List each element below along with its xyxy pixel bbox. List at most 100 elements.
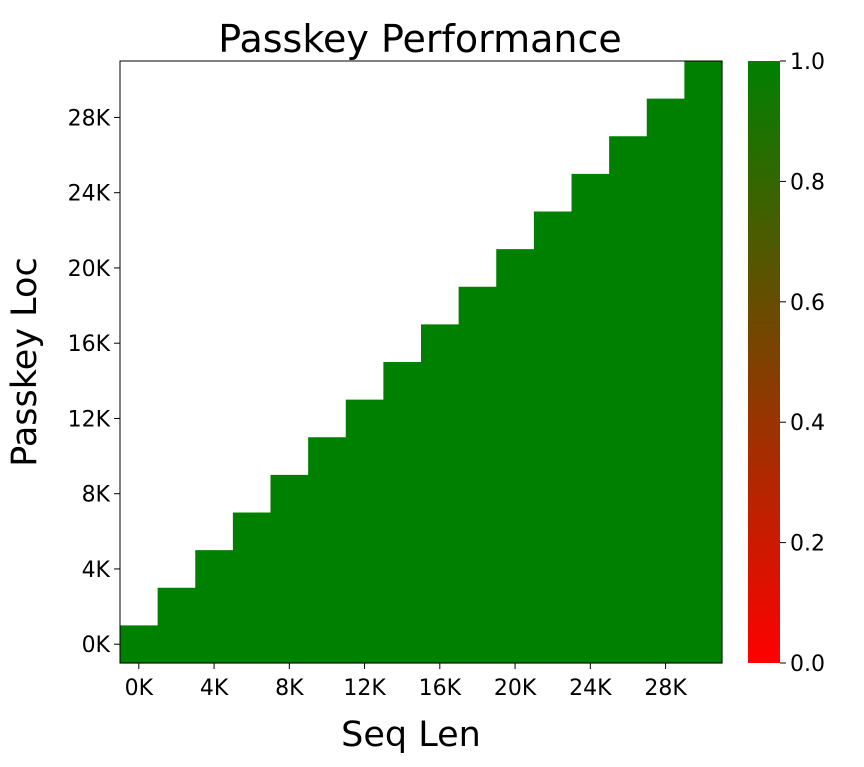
chart-title: Passkey Performance (218, 17, 622, 61)
heatmap-cell (609, 512, 648, 551)
heatmap-cell (646, 512, 685, 551)
heatmap-cell (646, 249, 685, 288)
heatmap-cell (571, 249, 610, 288)
heatmap-cell (496, 399, 535, 438)
heatmap-cell (195, 550, 234, 589)
heatmap-cell (609, 362, 648, 401)
heatmap-cell (684, 437, 723, 476)
y-tick-label: 20K (68, 257, 111, 282)
x-tick-label: 24K (569, 676, 612, 701)
x-axis-ticks: 0K 4K 8K 12K 16K 20K 24K 28K (125, 663, 687, 701)
heatmap-cell (308, 587, 347, 626)
heatmap-cell (232, 550, 272, 589)
heatmap-cell (533, 512, 573, 551)
heatmap-cell (345, 625, 384, 664)
heatmap-cell (571, 362, 610, 401)
heatmap-cell (458, 362, 497, 401)
heatmap-cell (458, 550, 497, 589)
heatmap-cell (533, 625, 573, 664)
y-tick-label: 28K (68, 106, 111, 131)
heatmap-cell (232, 587, 272, 626)
y-tick-label: 0K (82, 633, 111, 658)
heatmap-cell (609, 211, 648, 250)
heatmap-cell (609, 249, 648, 288)
heatmap-cell (646, 211, 685, 250)
heatmap-cell (421, 324, 460, 363)
heatmap-cell (345, 474, 384, 514)
heatmap-cell (609, 474, 648, 514)
heatmap-cell (157, 587, 196, 626)
heatmap-cells (120, 61, 723, 664)
x-tick-label: 0K (125, 676, 154, 701)
heatmap-cell (232, 625, 272, 664)
heatmap-cell (421, 474, 460, 514)
heatmap-cell (496, 550, 535, 589)
heatmap-cell (421, 399, 460, 438)
heatmap-cell (195, 587, 234, 626)
heatmap-cell (609, 173, 648, 213)
heatmap-cell (458, 399, 497, 438)
heatmap-cell (646, 362, 685, 401)
heatmap-cell (571, 211, 610, 250)
colorbar-tick-label: 1.0 (790, 50, 825, 75)
heatmap-cell (383, 512, 422, 551)
heatmap-cell (684, 399, 723, 438)
heatmap-cell (609, 399, 648, 438)
heatmap-cell (345, 550, 384, 589)
y-tick-label: 4K (82, 558, 111, 583)
x-tick-label: 4K (200, 676, 229, 701)
heatmap-cell (684, 211, 723, 250)
heatmap-cell (571, 474, 610, 514)
heatmap-cell (646, 587, 685, 626)
heatmap-cell (684, 173, 723, 213)
heatmap-cell (458, 286, 497, 325)
heatmap-cell (571, 625, 610, 664)
heatmap-cell (383, 587, 422, 626)
heatmap-cell (383, 437, 422, 476)
y-axis-ticks: 0K 4K 8K 12K 16K 20K 24K 28K (68, 106, 120, 658)
heatmap-cell (646, 625, 685, 664)
heatmap-cell (496, 625, 535, 664)
heatmap-cell (571, 399, 610, 438)
heatmap-cell (533, 399, 573, 438)
heatmap-cell (308, 437, 347, 476)
plot-frame (119, 60, 723, 664)
heatmap-cell (571, 324, 610, 363)
colorbar (748, 61, 780, 663)
heatmap-cell (684, 625, 723, 664)
heatmap-cell (646, 286, 685, 325)
heatmap-cell (345, 512, 384, 551)
heatmap-cell (533, 550, 573, 589)
heatmap-cell (684, 550, 723, 589)
heatmap-cell (383, 550, 422, 589)
heatmap-cell (684, 136, 723, 175)
y-tick-label: 8K (82, 483, 111, 508)
heatmap-cell (120, 625, 159, 664)
heatmap-cell (571, 512, 610, 551)
heatmap-cell (421, 550, 460, 589)
colorbar-tick-label: 0.8 (790, 170, 825, 195)
heatmap-cell (533, 324, 573, 363)
heatmap-cell (646, 399, 685, 438)
heatmap-cell (421, 625, 460, 664)
heatmap-cell (646, 173, 685, 213)
heatmap-cell (458, 512, 497, 551)
heatmap-cell (684, 324, 723, 363)
heatmap-cell (684, 61, 723, 100)
heatmap-cell (571, 437, 610, 476)
colorbar-tick-label: 0.2 (790, 532, 825, 557)
heatmap-cell (308, 474, 347, 514)
heatmap-cell (609, 437, 648, 476)
heatmap-cell (421, 362, 460, 401)
heatmap-cell (684, 249, 723, 288)
heatmap-cell (496, 474, 535, 514)
heatmap-cell (270, 550, 309, 589)
x-axis-label: Seq Len (341, 715, 481, 755)
heatmap-cell (496, 587, 535, 626)
y-tick-label: 16K (68, 332, 111, 357)
heatmap-cell (421, 587, 460, 626)
heatmap-cell (684, 474, 723, 514)
heatmap-cell (646, 474, 685, 514)
heatmap-cell (609, 587, 648, 626)
